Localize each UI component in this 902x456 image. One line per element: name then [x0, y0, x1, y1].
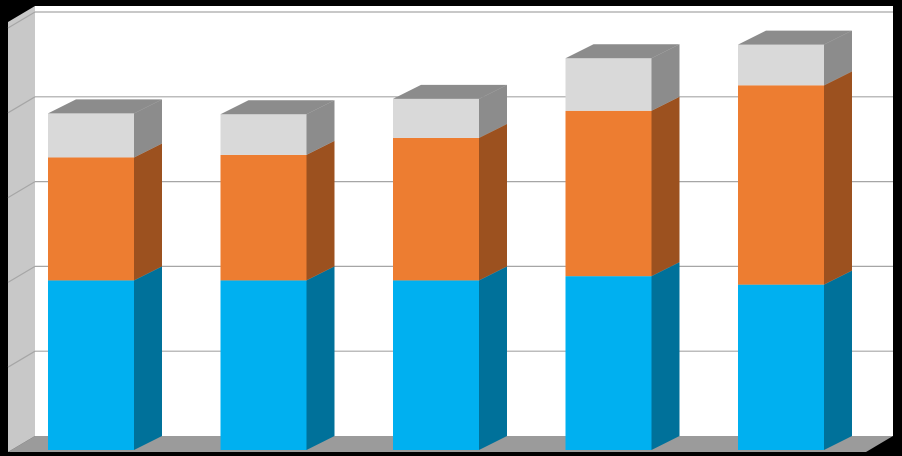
gridline-side: [7, 350, 36, 368]
bar-segment-front: [565, 110, 652, 277]
bar-top: [48, 99, 162, 114]
bar-segment-front: [48, 113, 134, 158]
gridline-side: [7, 181, 36, 199]
bar-segment-side: [651, 262, 680, 450]
bar-segment-front: [738, 284, 824, 450]
bar-segment-side: [134, 266, 162, 450]
bar-segment-front: [565, 58, 652, 111]
bar-segment-front: [220, 280, 307, 450]
gridline-side: [7, 265, 36, 283]
bar-top: [565, 44, 680, 59]
gridline-side: [7, 96, 36, 114]
bar-segment-front: [393, 98, 479, 138]
bar-segment-side: [479, 123, 507, 281]
bar-segment-front: [738, 44, 824, 86]
bar-top: [738, 30, 852, 45]
plot-side-wall: [8, 6, 35, 452]
bar-segment-side: [134, 99, 162, 158]
bar-segment-front: [393, 137, 479, 281]
bar-segment-side: [306, 100, 335, 155]
bar-stack: [48, 99, 162, 450]
bar-segment-front: [220, 114, 307, 155]
bar-segment-front: [48, 280, 134, 450]
bar-segment-side: [306, 266, 335, 450]
bar-top: [393, 84, 507, 99]
bars: [48, 30, 852, 450]
bar-segment-side: [824, 270, 852, 450]
bar-stack: [393, 84, 507, 450]
bar-segment-front: [565, 276, 652, 450]
bar-stack: [738, 30, 852, 450]
bar-segment-side: [479, 266, 507, 450]
bar-segment-front: [48, 157, 134, 281]
bar-segment-side: [651, 96, 680, 277]
gridline-side: [7, 11, 36, 29]
bar-segment-side: [651, 44, 680, 111]
bar-segment-side: [306, 140, 335, 281]
bar-segment-side: [824, 71, 852, 285]
bar-stack: [220, 100, 335, 450]
bar-segment-front: [738, 85, 824, 285]
bar-segment-side: [824, 30, 852, 86]
bar-top: [220, 100, 335, 115]
bar-segment-side: [479, 84, 507, 138]
bar-stack: [565, 44, 680, 450]
bar-segment-front: [393, 280, 479, 450]
bar-segment-front: [220, 154, 307, 281]
bar-segment-side: [134, 143, 162, 281]
